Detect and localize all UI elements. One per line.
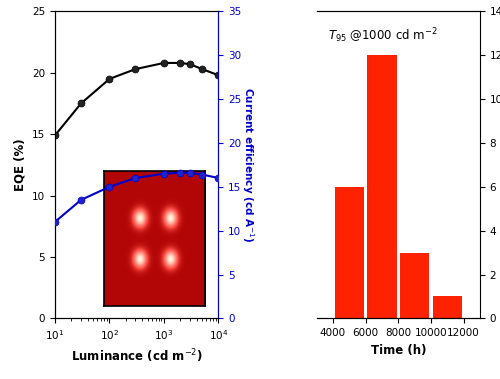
X-axis label: Luminance (cd m$^{-2}$): Luminance (cd m$^{-2}$): [71, 348, 202, 365]
Bar: [367, 55, 396, 318]
Bar: [432, 296, 462, 318]
Y-axis label: EQE (%): EQE (%): [14, 139, 26, 191]
Bar: [400, 252, 430, 318]
Text: $T_{95}$ @1000 cd m$^{-2}$: $T_{95}$ @1000 cd m$^{-2}$: [328, 27, 438, 45]
Bar: [334, 187, 364, 318]
Y-axis label: Current efficiency (cd A$^{-1}$): Current efficiency (cd A$^{-1}$): [240, 87, 256, 243]
X-axis label: Time (h): Time (h): [370, 344, 426, 357]
